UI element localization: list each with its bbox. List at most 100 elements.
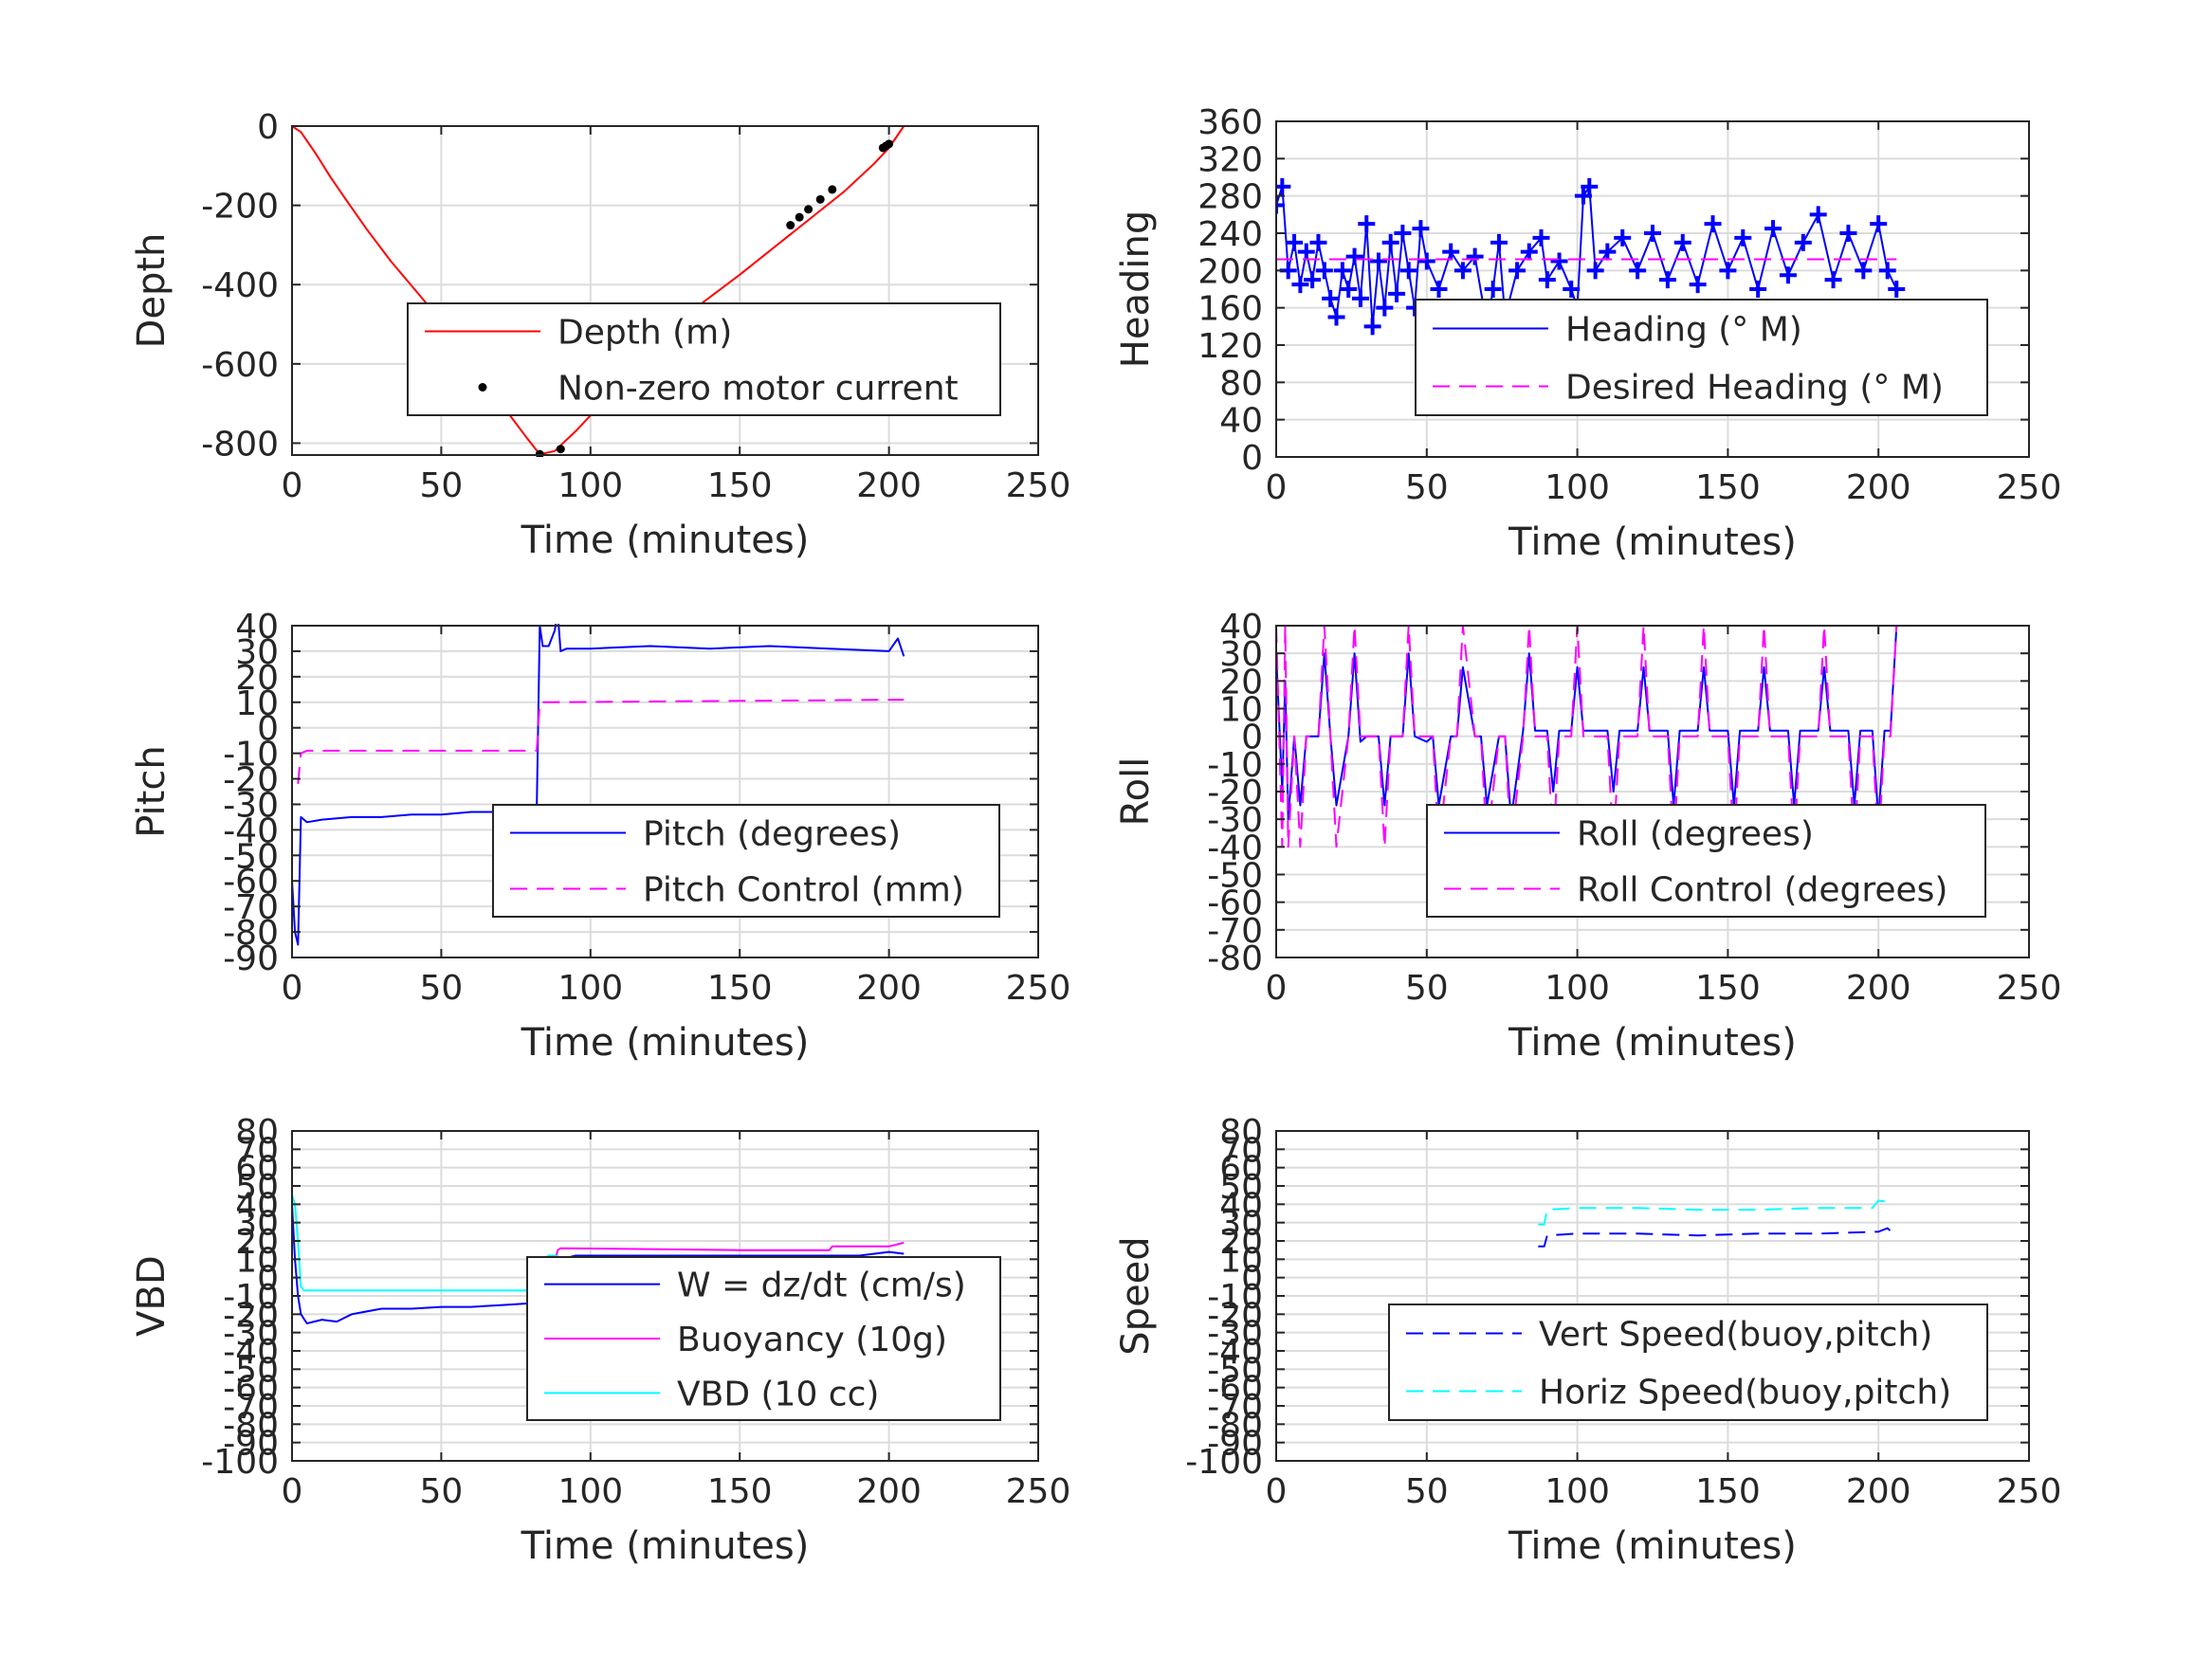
data-point	[1345, 247, 1363, 265]
y-tick-label: 200	[1197, 252, 1263, 291]
x-tick-label: 150	[1695, 969, 1761, 1008]
series-line-4-0	[292, 1204, 905, 1324]
y-tick-label: -20	[223, 761, 279, 800]
legend-label: Roll (degrees)	[1577, 815, 1814, 854]
x-tick-label: 150	[1695, 468, 1761, 507]
legend-label: Heading (° M)	[1565, 311, 1802, 350]
legend-label: W = dz/dt (cm/s)	[677, 1267, 966, 1305]
data-point	[885, 139, 894, 149]
y-tick-label: -90	[223, 1425, 279, 1464]
y-tick-label: 80	[1219, 1113, 1263, 1152]
y-axis-label: Pitch	[130, 745, 174, 837]
y-tick-label: -20	[223, 1296, 279, 1335]
y-tick-label: -20	[1207, 1296, 1263, 1335]
x-tick-label: 250	[1997, 969, 2062, 1008]
data-point	[1520, 243, 1538, 261]
data-point	[1614, 228, 1632, 246]
y-tick-label: -400	[201, 266, 279, 305]
data-point	[1839, 225, 1857, 242]
y-tick-label: -60	[1207, 1370, 1263, 1409]
legend-label: Buoyancy (10g)	[677, 1321, 947, 1359]
data-point	[1276, 196, 1285, 214]
data-point	[815, 194, 825, 204]
x-tick-label: 100	[1545, 468, 1610, 507]
data-point	[1599, 243, 1617, 261]
y-tick-label: 50	[235, 1168, 279, 1207]
y-tick-label: 80	[1219, 364, 1263, 403]
y-tick-label: 70	[1219, 1131, 1263, 1170]
chart-pitch: 0 50 100 150 200 250403020100-10-20-30-40-50-…	[130, 608, 1070, 1065]
data-point	[1376, 299, 1394, 317]
data-point	[1689, 276, 1707, 294]
series-line-0-0	[292, 125, 905, 456]
x-tick-label: 0	[1266, 969, 1288, 1008]
x-tick-label: 200	[856, 969, 922, 1008]
y-tick-label: 30	[1219, 1205, 1263, 1244]
legend-label: Desired Heading (° M)	[1565, 369, 1944, 408]
chart-depth: 0 50 100 150 200 250 0 -200 -400 -600 -800 Time (mi…	[130, 108, 1070, 562]
data-point	[1412, 220, 1430, 238]
data-point	[1399, 262, 1417, 280]
x-axis-label: Time (minutes)	[521, 1021, 810, 1065]
data-point	[1629, 262, 1647, 280]
y-tick-label: -80	[223, 1406, 279, 1445]
y-tick-label: 40	[235, 1186, 279, 1225]
y-tick-label: 30	[1219, 635, 1263, 674]
series-line-3-0	[1276, 625, 1898, 821]
data-point	[1870, 215, 1888, 233]
y-tick-label: -60	[1207, 884, 1263, 923]
y-tick-label: -800	[201, 425, 279, 464]
data-point	[1809, 206, 1827, 224]
y-tick-label: -40	[1207, 1333, 1263, 1372]
x-tick-label: 100	[558, 1472, 623, 1511]
y-tick-label: -40	[223, 811, 279, 850]
data-point	[1315, 262, 1333, 280]
data-point	[804, 205, 814, 214]
data-point	[1878, 262, 1896, 280]
data-point	[1888, 281, 1906, 298]
y-tick-label: -100	[1185, 1443, 1263, 1482]
y-tick-label: 160	[1197, 290, 1263, 329]
x-tick-label: 250	[1006, 466, 1071, 505]
data-point	[1490, 233, 1508, 251]
legend-marker	[478, 383, 487, 392]
data-point	[1764, 220, 1782, 238]
y-tick-label: 0	[257, 1260, 279, 1299]
data-point	[1532, 228, 1550, 246]
y-tick-label: -600	[201, 346, 279, 385]
y-tick-label: -40	[223, 1333, 279, 1372]
y-tick-label: -30	[223, 786, 279, 825]
data-point	[1550, 252, 1568, 270]
y-tick-label: -90	[223, 939, 279, 978]
data-point	[1734, 228, 1752, 246]
y-tick-label: 40	[1219, 402, 1263, 441]
x-tick-label: 200	[1846, 969, 1911, 1008]
y-tick-label: 30	[235, 633, 279, 672]
data-point	[1855, 262, 1873, 280]
y-tick-label: 280	[1197, 178, 1263, 217]
data-point	[795, 212, 804, 222]
y-tick-label: -10	[223, 1278, 279, 1317]
data-point	[1394, 225, 1412, 242]
legend-label: Vert Speed(buoy,pitch)	[1539, 1316, 1932, 1355]
x-tick-label: 50	[419, 466, 463, 505]
data-point	[1719, 262, 1737, 280]
chart-heading: 0 50 100 150 200 2500408012016020024028032036…	[1114, 103, 2061, 564]
series-group	[292, 125, 905, 457]
data-point	[1430, 281, 1448, 298]
x-tick-label: 50	[1405, 969, 1449, 1008]
x-tick-label: 100	[558, 466, 623, 505]
y-tick-label: -50	[223, 837, 279, 876]
data-point	[1644, 225, 1661, 242]
axes-box	[1275, 120, 2030, 458]
data-point	[786, 221, 795, 230]
legend: W = dz/dt (cm/s) Buoyancy (10g) VBD (10 cc…	[526, 1256, 1001, 1421]
x-tick-label: 250	[1997, 1472, 2062, 1511]
y-tick-label: 70	[235, 1131, 279, 1170]
legend-box	[1426, 804, 1986, 918]
y-tick-label: 40	[1219, 1186, 1263, 1225]
y-tick-label: 240	[1197, 215, 1263, 254]
legend: Pitch (degrees) Pitch Control (mm)	[492, 804, 1000, 918]
